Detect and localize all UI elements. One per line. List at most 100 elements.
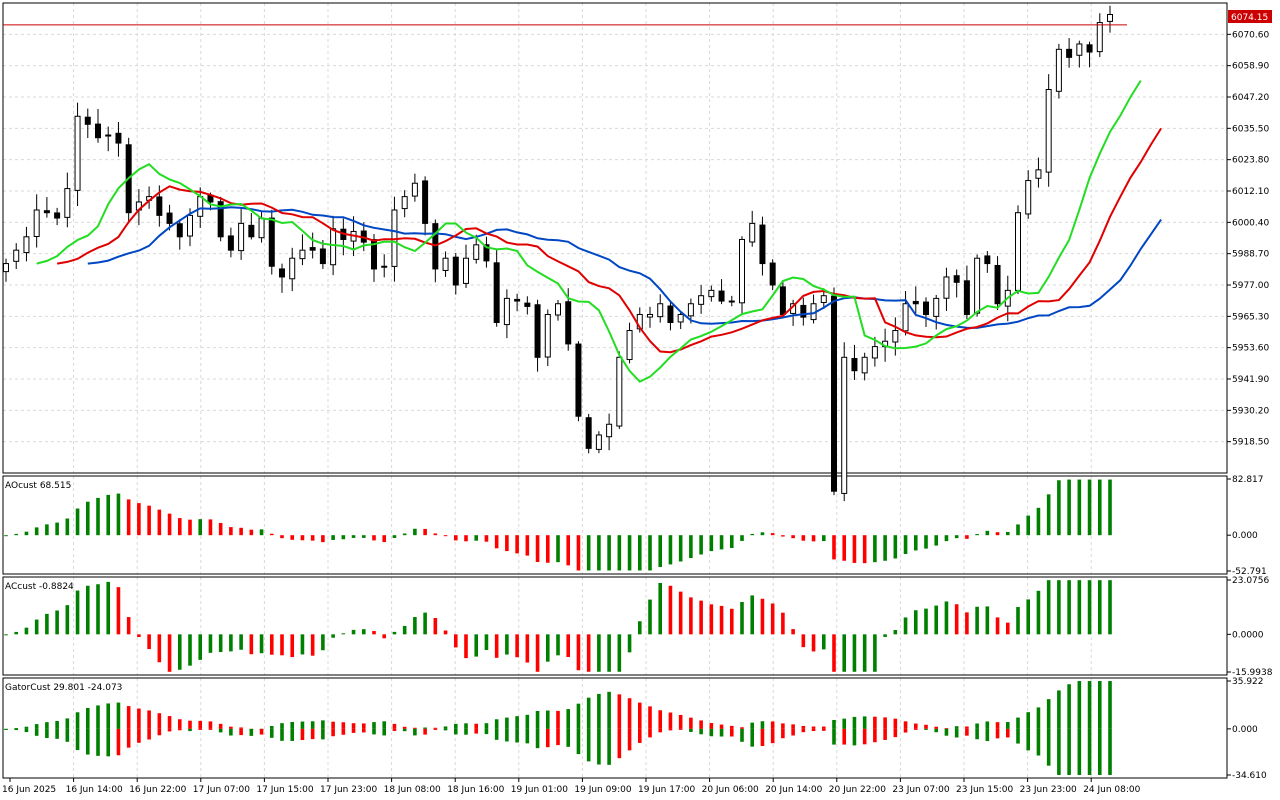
price-tick-label: 5918.50 xyxy=(1232,438,1269,448)
bull-candle xyxy=(381,265,388,268)
time-tick-label: 16 Jun 14:00 xyxy=(66,785,123,795)
gator-lower-bar xyxy=(1077,728,1082,775)
ao-bar xyxy=(505,535,509,552)
ao-bar xyxy=(832,535,836,560)
gator-upper-bar xyxy=(55,720,59,729)
gator-upper-bar xyxy=(331,721,335,729)
ac-bar xyxy=(126,617,131,635)
ac-bar xyxy=(689,597,693,635)
bear-candle xyxy=(84,116,91,125)
gator-lower-bar xyxy=(1036,728,1041,756)
gator-upper-bar xyxy=(607,691,611,729)
gator-upper-bar xyxy=(280,723,284,729)
ao-bar xyxy=(157,509,162,536)
gator-lower-bar xyxy=(106,728,111,757)
bear-candle xyxy=(779,286,786,315)
ao-bar xyxy=(1026,515,1031,536)
ao-bar xyxy=(1036,507,1041,536)
price-tick-label: 6070.60 xyxy=(1232,30,1269,40)
ac-bar xyxy=(1005,622,1010,635)
gator-upper-bar xyxy=(96,705,100,729)
bull-candle xyxy=(892,330,899,343)
gator-upper-bar xyxy=(464,723,468,729)
gator-upper-bar xyxy=(474,723,479,729)
ao-bar xyxy=(402,533,407,536)
gator-lower-bar xyxy=(96,728,100,756)
ac-bar xyxy=(525,634,530,663)
time-tick-label: 23 Jun 23:00 xyxy=(1020,785,1077,795)
ao-bar xyxy=(1046,494,1051,536)
gator-lower-bar xyxy=(1108,728,1112,775)
bull-candle xyxy=(841,356,848,494)
gator-upper-bar xyxy=(413,727,417,729)
gator-lower-bar xyxy=(842,728,847,745)
gator-lower-bar xyxy=(934,728,939,733)
ac-bar xyxy=(55,610,59,635)
bull-candle xyxy=(708,289,715,298)
ac-bar xyxy=(668,585,673,635)
ac-bar xyxy=(770,603,775,635)
gator-lower-bar xyxy=(218,728,223,733)
gator-lower-bar xyxy=(116,728,121,756)
ao-bar xyxy=(791,535,795,539)
time-tick-label: 24 Jun 08:00 xyxy=(1083,785,1140,795)
gator-lower-bar xyxy=(944,728,949,736)
time-tick-label: 19 Jun 09:00 xyxy=(574,785,631,795)
gator-upper-bar xyxy=(453,723,458,729)
price-tick-label: 6012.10 xyxy=(1232,187,1269,197)
ac-bar xyxy=(351,629,356,635)
gator-lower-bar xyxy=(505,728,509,742)
gator-upper-bar xyxy=(300,721,305,729)
bull-candle xyxy=(1025,180,1032,215)
bear-candle xyxy=(831,295,837,492)
gator-lower-bar xyxy=(300,728,305,741)
gator-lower-bar xyxy=(453,728,458,735)
current-price-badge xyxy=(1228,10,1272,23)
gator-upper-bar xyxy=(852,716,857,729)
gator-upper-bar xyxy=(668,712,673,729)
gator-upper-bar xyxy=(658,710,663,729)
bear-candle xyxy=(984,255,991,265)
bear-candle xyxy=(371,239,377,270)
gator-upper-bar xyxy=(975,723,979,729)
gator-upper-bar xyxy=(208,721,213,729)
ac-bar xyxy=(678,591,683,635)
ac-bar xyxy=(137,634,141,637)
gator-upper-bar xyxy=(1046,699,1051,729)
bear-candle xyxy=(156,196,163,216)
bear-candle xyxy=(759,224,766,265)
ac-bar xyxy=(331,634,335,638)
bull-candle xyxy=(974,257,981,314)
gator-upper-bar xyxy=(944,728,949,730)
gator-upper-bar xyxy=(903,721,908,729)
bull-candle xyxy=(555,303,561,316)
ao-bar xyxy=(116,493,121,536)
ao-bar xyxy=(740,535,744,541)
gator-lower-bar xyxy=(719,728,724,737)
ao-bar xyxy=(198,519,203,536)
gator-upper-bar xyxy=(126,706,131,729)
ao-bar xyxy=(883,535,887,561)
bull-candle xyxy=(1055,48,1062,92)
gator-lower-bar xyxy=(811,728,816,731)
gator-lower-bar xyxy=(423,728,427,735)
gator-upper-bar xyxy=(740,727,744,729)
ao-bar xyxy=(648,535,652,571)
gator-upper-bar xyxy=(781,723,785,729)
bull-candle xyxy=(330,228,337,266)
ac-bar xyxy=(157,634,162,663)
ao-bar xyxy=(954,535,959,539)
gator-lower-bar xyxy=(229,728,233,736)
price-tick-label: 5941.90 xyxy=(1232,375,1269,385)
ac-bar xyxy=(832,634,836,672)
ao-bar xyxy=(689,535,693,559)
ac-bar xyxy=(259,634,264,654)
time-tick-label: 17 Jun 07:00 xyxy=(193,785,250,795)
gator-upper-bar xyxy=(985,721,990,729)
gator-lower-bar xyxy=(515,728,519,743)
ac-frame xyxy=(2,576,1228,676)
bull-candle xyxy=(606,423,613,438)
gator-lower-bar xyxy=(648,728,652,738)
sub-tick-label: 82.817 xyxy=(1232,475,1264,485)
ac-bar xyxy=(290,634,295,658)
